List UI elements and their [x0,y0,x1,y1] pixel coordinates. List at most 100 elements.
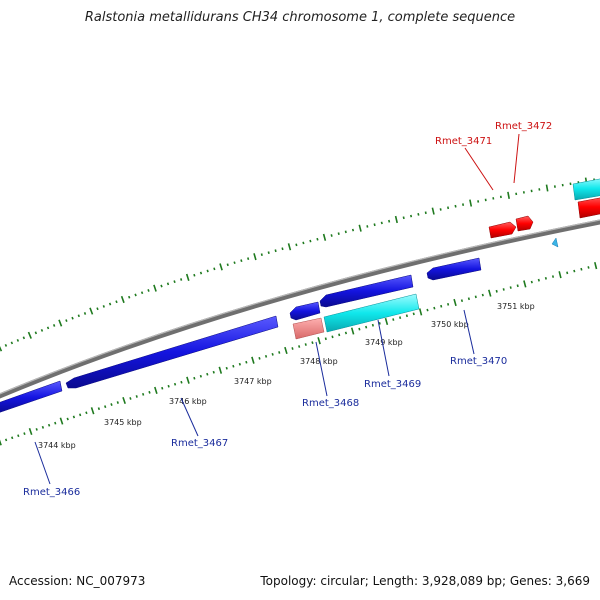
tick-mark [77,314,80,318]
tick-mark [79,413,82,417]
outer-tick-track [0,177,596,352]
tick-mark [10,341,14,345]
gene-feature-rmet-3468-arrow[interactable] [289,301,321,321]
tick-mark [412,312,415,316]
tick-mark [284,346,288,355]
tick-mark [258,356,261,360]
tick-mark [11,436,14,440]
tick-mark [120,295,125,304]
rna-gene-right[interactable] [572,177,600,201]
kbp-label-3749: 3749 kbp [365,338,403,347]
tick-mark [392,318,395,321]
gene-label-rmet-3472[interactable]: Rmet_3472 [495,121,552,132]
tick-mark [116,401,119,404]
tick-mark [232,364,235,368]
tick-mark [238,362,241,366]
tick-mark [418,308,423,316]
tick-mark [410,214,413,218]
tick-mark [72,415,76,419]
tick-mark [378,321,381,325]
tick-mark [193,273,196,277]
tick-mark [399,316,402,320]
tick-mark [495,289,498,293]
tick-mark [304,343,307,346]
tick-mark [447,302,450,306]
tick-mark [309,239,312,243]
tick-mark [89,307,94,315]
tick-mark [134,293,137,297]
tick-mark [27,331,32,339]
tick-mark [566,271,569,275]
tick-mark [350,327,355,335]
tick-mark [287,243,292,251]
tick-mark [226,263,229,267]
tick-mark [405,314,408,318]
tick-mark [439,208,442,211]
tick-mark [507,191,510,199]
gene-label-rmet-3466[interactable]: Rmet_3466 [23,487,80,498]
gene-label-rmet-3469[interactable]: Rmet_3469 [364,379,421,390]
gene-label-rmet-3471[interactable]: Rmet_3471 [435,136,492,147]
rna-gene-rmet-3469[interactable] [323,293,420,333]
tick-mark [338,333,341,337]
gene-feature-rmet-3469-arrow[interactable] [319,274,414,308]
tick-mark [28,427,33,436]
tick-mark [102,305,105,308]
tick-mark [316,237,319,241]
tick-mark [324,337,327,341]
gene-feature-rmet-3470[interactable] [426,257,482,281]
position-marker-icon [551,237,559,248]
tick-mark [186,376,190,384]
tick-mark [516,284,519,288]
gene-feature-rmet-3467[interactable] [65,315,279,389]
tick-mark [173,382,177,386]
tick-mark [219,263,223,271]
tick-mark [96,307,99,311]
tick-mark [17,434,20,438]
tick-mark [388,219,391,223]
tick-mark [104,405,107,409]
tick-mark [384,317,389,326]
tick-mark [366,225,369,228]
tick-mark [110,403,113,406]
tick-mark [474,295,477,299]
tick-mark [148,390,151,394]
tick-mark [97,407,101,411]
tick-mark [344,331,348,335]
gene-label-rmet-3468[interactable]: Rmet_3468 [302,398,359,409]
gene-feature-rmet-3466[interactable] [0,380,63,414]
tick-mark [380,221,383,225]
topology-text: Topology: circular; Length: 3,928,089 bp… [260,574,590,588]
tick-mark [281,247,284,251]
map-title: Ralstonia metallidurans CH34 chromosome … [84,10,516,25]
tick-mark [173,280,176,284]
tick-mark [580,267,583,271]
tick-mark [573,269,576,273]
gene-feature-right-red[interactable] [577,196,600,219]
tick-mark [447,206,450,210]
tick-mark [253,253,257,261]
tick-mark [271,352,274,356]
pseudo-gene-rmet-3468[interactable] [292,317,325,340]
tick-mark [462,203,465,206]
gene-label-rmet-3470[interactable]: Rmet_3470 [450,356,507,367]
tick-mark [225,366,228,370]
tick-mark [453,298,457,307]
tick-mark [129,397,132,400]
tick-mark [142,392,145,396]
tick-mark [278,351,281,354]
gene-feature-rmet-3472[interactable] [515,215,534,232]
tick-mark [108,302,112,306]
tick-mark [213,267,216,271]
tick-mark [218,366,223,374]
tick-mark [199,374,202,378]
tick-mark [274,249,277,253]
gene-label-rmet-3467[interactable]: Rmet_3467 [171,438,228,449]
gene-leader-lines [34,309,475,485]
kbp-label-3751: 3751 kbp [497,302,535,311]
tick-mark [417,213,420,216]
tick-mark [16,338,20,342]
tick-mark [71,316,74,320]
tick-mark [295,243,298,247]
gene-feature-rmet-3471[interactable] [488,221,517,239]
